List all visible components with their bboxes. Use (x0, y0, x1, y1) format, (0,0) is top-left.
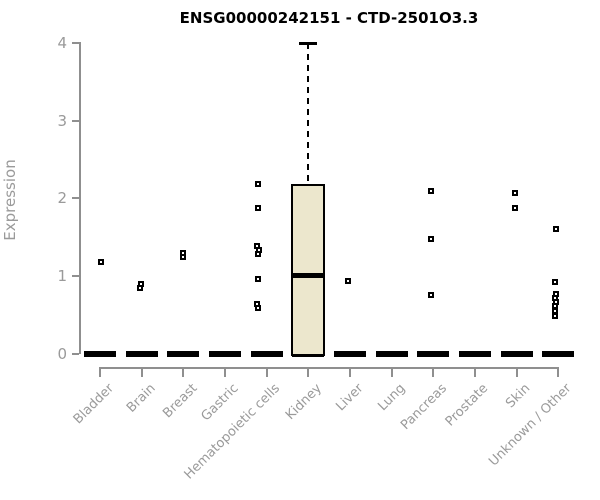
x-category-label-text: Prostate (443, 381, 492, 430)
y-tick (72, 274, 79, 277)
outlier-point (552, 279, 559, 286)
outlier-point (511, 189, 518, 196)
median-line (293, 273, 324, 279)
y-tick (72, 352, 79, 355)
zero-median-bar (375, 350, 408, 357)
x-category-label-text: Brain (123, 381, 159, 416)
x-axis-line (99, 367, 560, 369)
zero-median-bar (333, 350, 366, 357)
x-category-label-text: Breast (159, 381, 200, 422)
zero-median-bar (125, 350, 158, 357)
outlier-point (428, 236, 435, 243)
y-tick-label: 1 (57, 266, 67, 285)
outlier-point (428, 291, 435, 298)
x-tick (390, 369, 393, 377)
x-tick (223, 369, 226, 377)
outlier-point (254, 205, 261, 212)
x-tick (140, 369, 143, 377)
zero-median-bar (542, 350, 575, 357)
zero-median-bar (500, 350, 533, 357)
outlier-point (254, 305, 261, 312)
outlier-point (344, 278, 351, 285)
x-tick (432, 369, 435, 377)
outlier-point (254, 276, 261, 282)
zero-median-bar (167, 350, 200, 357)
outlier-point (428, 188, 435, 195)
whisker-cap (299, 42, 318, 46)
x-category-label-text: Skin (503, 381, 534, 412)
y-axis-line (79, 42, 81, 355)
y-tick-label: 2 (57, 189, 67, 208)
outlier-point (511, 204, 518, 211)
x-tick (348, 369, 351, 377)
y-tick-label: 0 (57, 344, 67, 363)
y-tick-label: 3 (57, 111, 67, 130)
zero-median-bar (250, 350, 283, 357)
x-category-label-text: Unknown / Other (486, 381, 575, 470)
zero-median-bar (208, 350, 241, 357)
zero-median-bar (84, 350, 116, 357)
y-tick (72, 42, 79, 45)
outlier-point (180, 254, 187, 261)
x-tick (307, 369, 310, 377)
outlier-point (254, 180, 261, 187)
outlier-point (136, 284, 143, 291)
outlier-point (98, 258, 104, 265)
y-tick-label: 4 (57, 34, 67, 53)
y-tick (72, 197, 79, 200)
x-tick (557, 369, 560, 377)
x-tick (182, 369, 185, 377)
x-tick (265, 369, 268, 377)
chart-title: ENSG00000242151 - CTD-2501O3.3 (179, 9, 479, 27)
whisker-dashed (307, 43, 310, 184)
x-tick (515, 369, 518, 377)
x-category-label-text: Bladder (70, 381, 117, 428)
zero-median-bar (417, 350, 450, 357)
x-category-label-text: Lung (375, 381, 409, 415)
x-category-label-text: Kidney (282, 381, 325, 423)
y-tick (72, 119, 79, 122)
outlier-point (254, 251, 261, 258)
x-tick (473, 369, 476, 377)
box-iqr (291, 183, 326, 357)
x-tick (99, 369, 101, 377)
outlier-point (552, 313, 559, 320)
outlier-point (552, 307, 559, 314)
x-category-label-text: Liver (333, 381, 367, 415)
zero-median-bar (458, 350, 491, 357)
outlier-point (553, 226, 560, 233)
